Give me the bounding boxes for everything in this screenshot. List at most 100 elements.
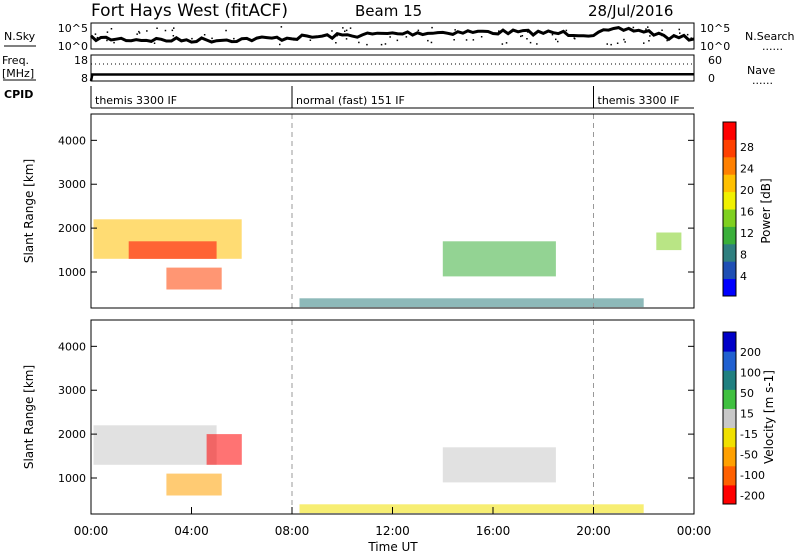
- noise-search-point: [573, 37, 575, 39]
- colorbar-swatch: [723, 351, 736, 371]
- colorbar-swatch: [723, 156, 736, 175]
- power-tick-label: 28: [740, 141, 754, 154]
- noise-search-point: [661, 29, 663, 31]
- beam-label: Beam 15: [355, 2, 422, 20]
- noise-search-point: [233, 37, 235, 40]
- noise-search-point: [678, 28, 680, 31]
- noise-search-point: [336, 34, 338, 37]
- noise-search-point: [551, 33, 554, 36]
- time-axis-label: Time UT: [367, 540, 418, 554]
- freq-panel-frame: [90, 54, 695, 82]
- colorbar-swatch: [723, 427, 736, 448]
- noise-search-point: [173, 27, 175, 29]
- velocity-tick-label: -15: [740, 428, 758, 441]
- noise-search-point: [557, 40, 559, 43]
- nave-label: Nave: [747, 64, 775, 77]
- noise-search-point: [645, 28, 647, 30]
- colorbar-swatch: [723, 191, 736, 210]
- noise-search-point: [647, 26, 649, 28]
- time-tick-label: 08:00: [275, 524, 310, 538]
- colorbar-swatch: [723, 332, 736, 352]
- range-tick-label: 4000: [58, 340, 86, 353]
- noise-search-point: [94, 33, 97, 35]
- colorbar-frame: [722, 121, 737, 297]
- freq-left-tick-top: 18: [74, 54, 88, 67]
- cpid-segment-label: normal (fast) 151 IF: [296, 94, 405, 107]
- cpid-label: CPID: [4, 88, 33, 101]
- noise-search-point: [501, 43, 504, 45]
- time-tick-label: 00:00: [677, 524, 712, 538]
- noise-search-point: [500, 30, 503, 33]
- colorbar-swatch: [723, 174, 736, 193]
- noise-search-point: [633, 29, 636, 31]
- freq-left-tick-bottom: 8: [81, 72, 88, 85]
- heatmap-region: [128, 241, 217, 259]
- range-tick-label: 3000: [58, 178, 86, 191]
- noise-search-point: [138, 30, 140, 33]
- noise-search-point: [430, 41, 433, 44]
- colorbar-swatch: [723, 278, 736, 297]
- noise-search-point: [335, 42, 337, 44]
- power-tick-label: 16: [740, 206, 754, 219]
- time-tick-label: 12:00: [375, 524, 410, 538]
- noise-search-point: [453, 39, 455, 41]
- freq-label-line1: Freq.: [2, 54, 29, 67]
- noise-search-point: [164, 29, 167, 32]
- noise-search-point: [203, 34, 206, 36]
- heatmap-region: [299, 298, 644, 308]
- colorbar-swatch: [723, 446, 736, 467]
- heatmap-region: [206, 434, 242, 465]
- colorbar-swatch: [723, 261, 736, 280]
- noise-search-point: [96, 36, 99, 39]
- colorbar-swatch: [723, 408, 736, 429]
- noise-search-point: [555, 38, 557, 41]
- noise-search-point: [293, 39, 295, 41]
- noise-search-point: [526, 38, 528, 40]
- noise-search-point: [649, 35, 651, 37]
- noise-search-point: [505, 42, 508, 44]
- power-colorbar-label: Power [dB]: [759, 178, 773, 243]
- noise-search-point: [661, 34, 663, 37]
- velocity-tick-label: 50: [740, 387, 754, 400]
- colorbar-swatch: [723, 139, 736, 158]
- noise-search-point: [431, 26, 433, 29]
- nsky-label: N.Sky: [4, 30, 36, 43]
- noise-search-point: [138, 32, 141, 34]
- velocity-regions: [93, 320, 644, 514]
- range-tick-label: 1000: [58, 266, 86, 279]
- noise-search-point: [389, 36, 391, 38]
- time-tick-label: 20:00: [576, 524, 611, 538]
- range-tick-label: 3000: [58, 384, 86, 397]
- heatmap-region: [166, 473, 222, 496]
- colorbar-frame: [722, 331, 737, 505]
- power-panel-frame: [90, 113, 695, 309]
- noise-search-point: [380, 43, 383, 46]
- noise-search-point: [110, 28, 113, 30]
- noise-right-tick-bottom: 10^0: [700, 40, 730, 53]
- colorbar-swatch: [723, 226, 736, 245]
- noise-search-dots: [94, 26, 692, 46]
- power-panel: 1000 2000 3000 4000 Slant Range [km] 4 8 12 16…: [22, 113, 773, 309]
- noise-sky-line: [89, 26, 695, 44]
- power-tick-label: 4: [740, 270, 747, 283]
- noise-search-point: [280, 26, 283, 28]
- noise-search-point: [679, 32, 681, 34]
- noise-search-point: [331, 30, 333, 32]
- time-tick-label: 04:00: [174, 524, 209, 538]
- noise-search-point: [384, 43, 387, 45]
- noise-left-tick-top: 10^5: [58, 22, 88, 35]
- freq-panel: Freq. [MHz] 18 8 60 0 Nave ......: [2, 54, 775, 87]
- velocity-panel: 1000 2000 3000 4000 Slant Range [km] 200 100…: [22, 319, 776, 515]
- range-tick-label: 2000: [58, 222, 86, 235]
- colorbar-swatch: [723, 389, 736, 409]
- noise-search-point: [521, 35, 524, 37]
- noise-search-point: [632, 26, 635, 29]
- noise-search-point: [146, 30, 148, 32]
- noise-left-tick-bottom: 10^0: [58, 40, 88, 53]
- noise-search-point: [610, 43, 612, 46]
- noise-search-point: [153, 42, 156, 44]
- colorbar-swatch: [723, 209, 736, 227]
- noise-search-point: [211, 37, 213, 40]
- noise-search-point: [191, 37, 193, 40]
